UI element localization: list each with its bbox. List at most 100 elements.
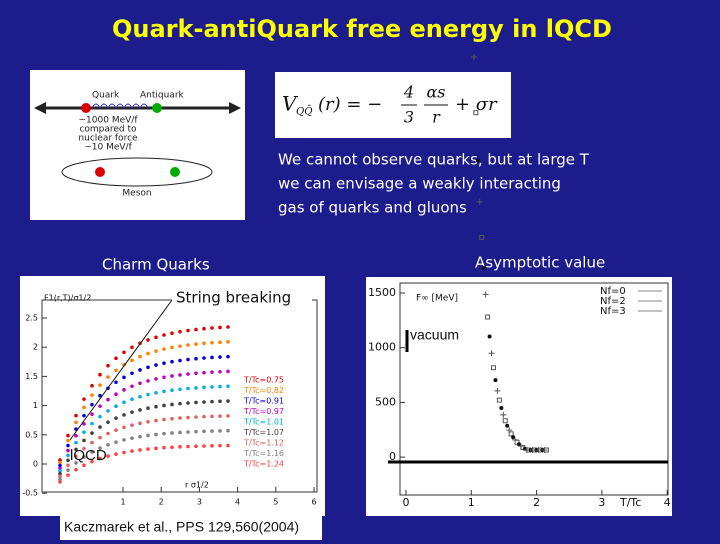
decor-point: [66, 443, 70, 448]
legend-label: T/Tc=0.97: [243, 407, 284, 416]
formula-tail: + σr: [455, 94, 498, 115]
legend-label: T/Tc=1.16: [243, 449, 284, 458]
decor-point: [178, 401, 182, 406]
decor-point: [114, 368, 118, 373]
x-tick-label: 3: [197, 498, 202, 507]
decor-point: [106, 397, 110, 402]
decor-point: [194, 415, 198, 419]
decor-point: [170, 402, 174, 407]
decor-point: [202, 370, 206, 375]
decor-point: [162, 333, 166, 337]
decor-point: [114, 416, 118, 420]
decor-point: [146, 338, 150, 342]
decor-point: [146, 447, 150, 451]
decor-point: [98, 425, 102, 429]
right-plot: [366, 277, 672, 516]
decor-point: [146, 420, 150, 424]
decor-point: [98, 446, 102, 450]
decor-point: [186, 444, 190, 449]
decor-point: [98, 456, 102, 461]
decor-point: [82, 397, 86, 401]
decor-point: [90, 459, 94, 464]
decor-point: [202, 385, 206, 390]
decor-point: [226, 414, 230, 418]
meson-ring: [61, 157, 213, 187]
decor-point: [90, 450, 94, 454]
x-tick-label: 2: [159, 498, 164, 507]
formula-sub: QQ̄: [296, 106, 312, 118]
decor-point: [210, 340, 214, 345]
legend-label: T/Tc=1.24: [243, 460, 284, 469]
description-line: We cannot observe quarks, but at large T: [278, 151, 590, 169]
decor-point: [218, 340, 222, 345]
decor-point: [138, 434, 142, 439]
decor-point: [218, 384, 222, 389]
force-text: ~10 MeV/f: [84, 143, 132, 153]
decor-point: [138, 421, 142, 426]
decor-point: [146, 406, 150, 410]
decor-point: [186, 343, 190, 347]
decor-point: [170, 374, 174, 378]
decor-point: [186, 415, 190, 420]
x-tick-label: 2: [533, 496, 540, 509]
decor-point: [58, 463, 62, 468]
decor-point: [502, 418, 508, 424]
decor-point: [543, 447, 549, 453]
decor-point: [114, 404, 118, 408]
decor-point: [122, 388, 126, 392]
arrowhead: [34, 102, 46, 114]
decor-point: [74, 454, 78, 458]
decor-point: [138, 368, 142, 372]
decor-point: [186, 357, 190, 362]
decor-point: [114, 428, 118, 432]
left-x-label: r σ1/2: [185, 481, 209, 490]
citation-box: [60, 515, 322, 540]
decor-point: [479, 234, 485, 240]
decor-point: [106, 363, 110, 368]
force-text: compared to: [79, 125, 137, 135]
decor-point: [496, 397, 502, 403]
decor-point: [178, 373, 182, 377]
decor-point: [146, 379, 150, 383]
x-tick-label: 6: [311, 498, 316, 507]
decor-point: [130, 410, 134, 414]
decor-point: [500, 411, 507, 418]
decor-point: [90, 421, 94, 426]
decor-point: [178, 344, 182, 348]
decor-point: [194, 386, 198, 390]
decor-point: [186, 328, 190, 333]
quark-dot: [95, 167, 105, 177]
legend-label: T/Tc=0.91: [243, 397, 284, 406]
decor-point: [508, 431, 514, 437]
decor-point: [202, 326, 206, 331]
decor-point: [170, 431, 174, 435]
decor-point: [106, 375, 110, 379]
decor-point: [170, 359, 174, 364]
decor-point: [114, 392, 118, 397]
y-tick-label: 0: [389, 450, 396, 463]
formula: V QQ̄ (r) = − 4 3 αs r + σr: [282, 83, 498, 127]
decor-point: [90, 383, 94, 388]
decor-point: [218, 369, 222, 374]
decor-point: [66, 458, 70, 463]
decor-point: [90, 440, 94, 445]
decor-point: [82, 438, 86, 443]
decor-point: [66, 463, 70, 468]
decor-point: [226, 428, 230, 433]
decor-point: [482, 291, 489, 298]
decor-point: [194, 444, 198, 449]
decor-point: [487, 334, 492, 339]
decor-point: [58, 469, 62, 473]
decor-point: [98, 435, 102, 440]
description-line: gas of quarks and gluons: [278, 199, 467, 217]
decor-point: [154, 377, 158, 381]
decor-point: [178, 430, 182, 435]
decor-point: [202, 400, 206, 404]
decor-point: [82, 422, 86, 426]
decor-point: [58, 458, 62, 462]
decor-point: [146, 351, 150, 356]
quark-label: Quark: [92, 91, 120, 101]
decor-point: [511, 435, 516, 440]
decor-point: [210, 444, 214, 448]
decor-point: [130, 397, 134, 402]
